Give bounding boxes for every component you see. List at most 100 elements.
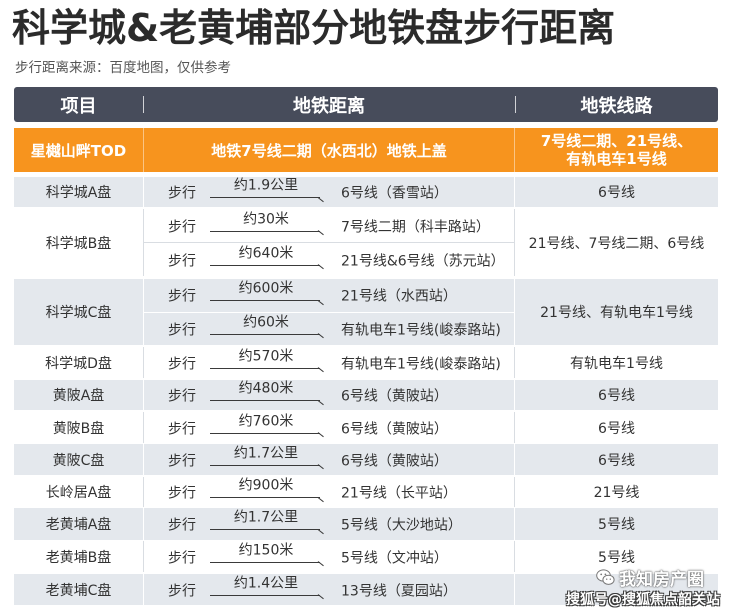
walk-label: 步行 xyxy=(168,185,196,202)
source-note: 步行距离来源：百度地图，仅供参考 xyxy=(15,60,231,76)
walk-label: 步行 xyxy=(168,356,196,373)
wechat-icon xyxy=(596,569,615,590)
route: 步行 约1.7公里 5号线（大沙地站） xyxy=(144,508,514,540)
header-divider xyxy=(143,96,144,113)
station-name: 5号线（大沙地站） xyxy=(341,517,462,534)
station-name: 7号线二期（科丰路站） xyxy=(341,219,490,236)
walk-distance: 约1.7公里 xyxy=(233,509,299,526)
metro-lines: 6号线 xyxy=(598,185,635,201)
arrow-icon xyxy=(210,264,320,266)
walk-distance: 约150米 xyxy=(238,542,294,559)
project-name: 老黄埔C盘 xyxy=(45,582,112,599)
walk-label: 步行 xyxy=(168,583,196,600)
station-name: 6号线（黄陂站） xyxy=(341,453,448,470)
walk-distance: 约600米 xyxy=(238,280,294,297)
arrow-icon xyxy=(210,497,320,498)
walk-label: 步行 xyxy=(168,485,196,502)
station-name: 6号线（黄陂站） xyxy=(341,421,448,438)
table-row: 黄陂B盘 步行 约760米 6号线（黄陂站） 6号线 xyxy=(14,412,718,443)
route-cell: 步行 约150米 5号线（文冲站） xyxy=(143,541,515,572)
table-header: 项目 地铁距离 地铁线路 xyxy=(14,87,718,122)
project-name: 科学城A盘 xyxy=(45,185,112,201)
route-cell: 步行 约1.7公里 6号线（黄陂站） xyxy=(143,444,515,475)
walk-distance: 约480米 xyxy=(238,380,294,397)
arrow-icon xyxy=(210,464,320,466)
walk-label: 步行 xyxy=(168,421,196,438)
featured-project: 星樾山畔TOD xyxy=(30,141,127,160)
route: 步行 约30米 7号线二期（科丰路站） xyxy=(144,209,514,242)
header-divider xyxy=(515,96,516,113)
featured-lines: 7号线二期、21号线、 有轨电车1号线 xyxy=(515,128,718,172)
page-title: 科学城&老黄埔部分地铁盘步行距离 xyxy=(12,6,616,50)
route: 步行 约570米 有轨电车1号线(峻泰路站) xyxy=(144,347,514,378)
table-row: 科学城C盘 步行 约600米 21号线（水西站） 步行 约60米 有轨电车1号线… xyxy=(14,279,718,345)
metro-lines: 6号线 xyxy=(598,388,635,404)
route-cell: 步行 约760米 6号线（黄陂站） xyxy=(143,412,515,443)
route-cell: 步行 约600米 21号线（水西站） 步行 约60米 有轨电车1号线(峻泰路站) xyxy=(143,279,515,345)
metro-lines: 21号线、有轨电车1号线 xyxy=(540,305,693,321)
walk-label: 步行 xyxy=(168,288,196,305)
walk-label: 步行 xyxy=(168,253,196,270)
arrow-icon xyxy=(210,529,320,530)
route: 步行 约600米 21号线（水西站） xyxy=(144,279,514,312)
project-name: 黄陂C盘 xyxy=(52,452,105,469)
route: 步行 约1.4公里 13号线（夏园站） xyxy=(144,574,514,605)
featured-row: 星樾山畔TOD 地铁7号线二期（水西北）地铁上盖 7号线二期、21号线、 有轨电… xyxy=(14,128,718,172)
arrow-icon xyxy=(210,230,320,232)
walk-label: 步行 xyxy=(168,219,196,236)
arrow-icon xyxy=(210,400,320,401)
metro-lines: 有轨电车1号线 xyxy=(570,355,663,372)
arrow-icon xyxy=(210,333,320,335)
header-distance: 地铁距离 xyxy=(293,95,365,117)
walk-label: 步行 xyxy=(168,550,196,567)
header-lines: 地铁线路 xyxy=(580,95,653,117)
table-row: 老黄埔C盘 步行 约1.4公里 13号线（夏园站） xyxy=(14,574,718,605)
walk-distance: 约1.9公里 xyxy=(233,177,299,194)
walk-distance: 约570米 xyxy=(238,348,294,365)
featured-distance: 地铁7号线二期（水西北）地铁上盖 xyxy=(143,128,515,172)
metro-lines: 6号线 xyxy=(598,420,635,437)
project-name: 老黄埔A盘 xyxy=(45,517,112,533)
walk-distance: 约760米 xyxy=(238,413,294,430)
route: 步行 约900米 21号线（长平站） xyxy=(144,477,514,507)
project-name: 长岭居A盘 xyxy=(45,485,112,501)
route-cell: 步行 约1.4公里 13号线（夏园站） xyxy=(143,574,515,605)
route: 步行 约480米 6号线（黄陂站） xyxy=(144,380,514,410)
station-name: 13号线（夏园站） xyxy=(341,583,457,600)
project-name: 科学城D盘 xyxy=(45,355,112,372)
station-name: 6号线（香雪站） xyxy=(341,185,448,202)
route: 步行 约1.7公里 6号线（黄陂站） xyxy=(144,444,514,475)
arrow-icon xyxy=(210,561,320,563)
metro-lines: 21号线、7号线二期、6号线 xyxy=(528,235,705,252)
route: 步行 约1.9公里 6号线（香雪站） xyxy=(144,177,514,207)
station-name: 有轨电车1号线(峻泰路站) xyxy=(341,322,501,339)
walk-distance: 约30米 xyxy=(243,211,289,228)
route-cell: 步行 约30米 7号线二期（科丰路站） 步行 约640米 21号线&6号线（苏元… xyxy=(143,209,515,276)
metro-lines: 6号线 xyxy=(598,452,635,469)
metro-lines: 21号线 xyxy=(593,485,640,501)
project-name: 科学城B盘 xyxy=(45,235,112,252)
route: 步行 约60米 有轨电车1号线(峻泰路站) xyxy=(144,311,514,346)
route: 步行 约150米 5号线（文冲站） xyxy=(144,541,514,572)
walk-distance: 约1.4公里 xyxy=(233,575,299,592)
walk-label: 步行 xyxy=(168,322,196,339)
watermark-brand: 我知房产圈 xyxy=(596,569,704,590)
walk-label: 步行 xyxy=(168,388,196,405)
station-name: 21号线&6号线（苏元站） xyxy=(341,253,505,270)
header-project: 项目 xyxy=(60,95,97,117)
arrow-icon xyxy=(210,197,320,198)
walk-distance: 约1.7公里 xyxy=(233,445,299,462)
route-cell: 步行 约480米 6号线（黄陂站） xyxy=(143,380,515,410)
watermark-source: 搜狐号@搜狐焦点韶关站 xyxy=(566,592,720,608)
route-cell: 步行 约900米 21号线（长平站） xyxy=(143,477,515,507)
metro-lines: 5号线 xyxy=(598,517,635,533)
arrow-icon xyxy=(210,367,320,369)
table-row: 黄陂A盘 步行 约480米 6号线（黄陂站） 6号线 xyxy=(14,380,718,410)
station-name: 5号线（文冲站） xyxy=(341,550,448,567)
project-name: 老黄埔B盘 xyxy=(45,549,112,566)
walk-distance: 约60米 xyxy=(243,314,289,331)
table-row: 科学城B盘 步行 约30米 7号线二期（科丰路站） 步行 约640米 21号线&… xyxy=(14,209,718,276)
arrow-icon xyxy=(210,300,320,302)
station-name: 有轨电车1号线(峻泰路站) xyxy=(341,356,501,373)
table-row: 黄陂C盘 步行 约1.7公里 6号线（黄陂站） 6号线 xyxy=(14,444,718,475)
